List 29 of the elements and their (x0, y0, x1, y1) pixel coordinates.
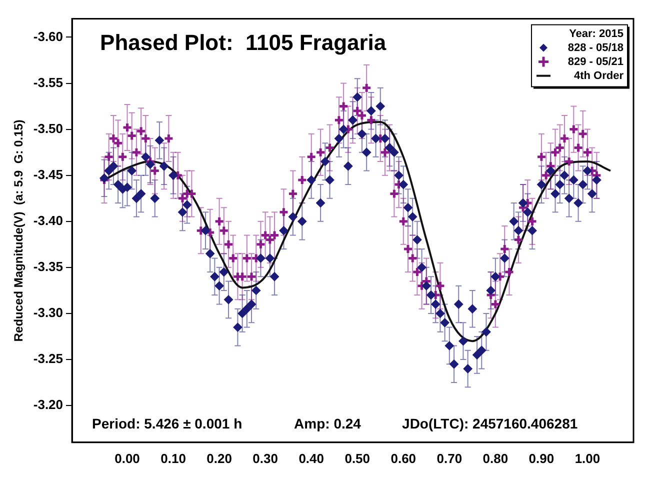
annotation: Amp: 0.24 (294, 415, 362, 432)
y-tick-label: -3.30 (33, 305, 64, 320)
y-tick-label: -3.50 (33, 120, 64, 136)
legend-label: 829 - 05/21 (568, 56, 624, 68)
x-tick-label: 0.60 (390, 450, 416, 466)
y-tick-label: -3.45 (33, 166, 64, 182)
y-tick-label: -3.40 (33, 212, 64, 228)
x-tick-label: 0.40 (298, 450, 324, 466)
y-tick-label: -3.25 (33, 351, 64, 366)
text: Phased Plot: 1105 Fragaria (100, 30, 387, 55)
legend-title: Year: 2015 (569, 28, 624, 40)
x-tick-label: 0.30 (252, 450, 278, 466)
y-tick-label: -3.35 (33, 259, 64, 274)
annotation: JDo(LTC): 2457160.406281 (402, 415, 578, 432)
x-tick-label: 1.00 (574, 450, 600, 466)
x-tick-label: 0.80 (482, 450, 508, 466)
legend-label: 828 - 05/18 (568, 42, 624, 54)
y-tick-label: -3.20 (33, 397, 64, 412)
annotation: Period: 5.426 ± 0.001 h (92, 415, 242, 432)
x-tick-label: 0.50 (344, 450, 370, 466)
x-tick-label: 0.10 (160, 450, 186, 466)
legend-label: 4th Order (574, 70, 624, 82)
x-tick-label: 0.70 (436, 450, 462, 466)
x-tick-label: 0.20 (206, 450, 232, 466)
y-tick-label: -3.55 (33, 74, 64, 90)
x-tick-label: 0.90 (528, 450, 554, 466)
y-tick-label: -3.60 (33, 28, 64, 44)
x-tick-label: 0.00 (114, 450, 140, 466)
y-axis-title: Reduced Magnitude(V) (a: 5.9 G: 0.15) (12, 120, 26, 342)
